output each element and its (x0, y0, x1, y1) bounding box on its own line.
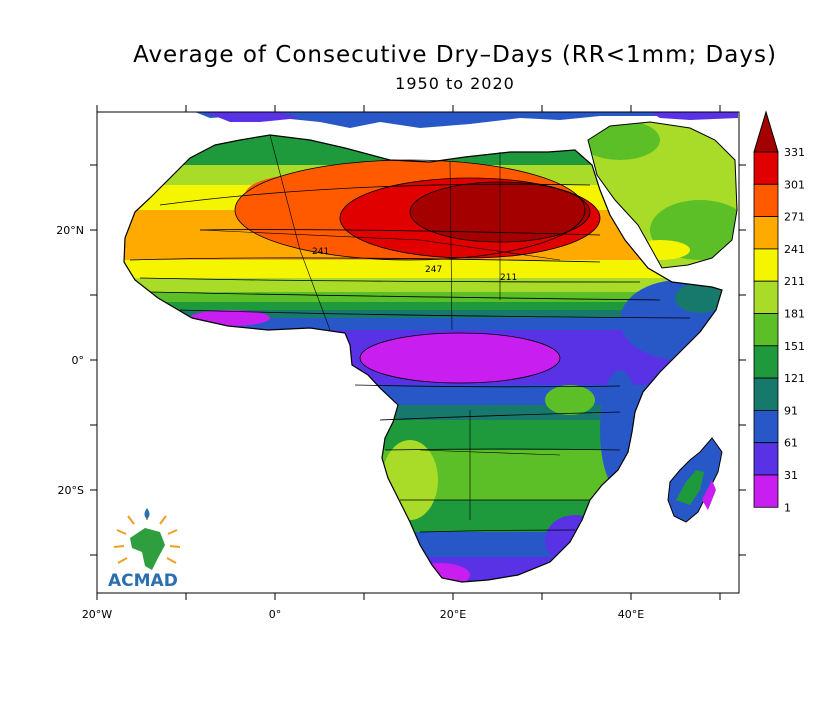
acmad-logo: ACMAD (108, 508, 181, 591)
colorbar-level-label: 181 (784, 308, 805, 321)
map-frame (96, 111, 740, 594)
acmad-logo-text: ACMAD (108, 571, 178, 591)
x-tick-label: 0° (269, 608, 282, 621)
colorbar-swatch (753, 377, 779, 411)
africa-coastline (123, 134, 723, 583)
map-title: Average of Consecutive Dry–Days (RR<1mm;… (133, 42, 777, 68)
colorbar-swatch (753, 151, 779, 185)
colorbar-level-label: 151 (784, 340, 805, 353)
colorbar-swatch (753, 183, 779, 218)
colorbar-swatch (753, 280, 779, 314)
colorbar-labels: 331 301 271 241 211 181 151 121 91 61 31 1 (784, 146, 805, 514)
colorbar-level-label: 1 (784, 501, 791, 514)
southern-europe (195, 112, 720, 128)
colorbar-level-label: 211 (784, 275, 805, 288)
colorbar-level-label: 61 (784, 437, 798, 450)
colorbar-level-label: 31 (784, 469, 798, 482)
colorbar-swatch (753, 474, 779, 508)
map-subtitle: 1950 to 2020 (395, 74, 515, 93)
contour-label: 247 (425, 265, 442, 275)
colorbar-swatch (753, 248, 779, 282)
colorbar-swatch (753, 216, 779, 250)
africa-icon (130, 528, 165, 570)
colorbar (753, 110, 779, 508)
x-tick-label: 20°E (440, 608, 466, 621)
axis-ticks (90, 105, 746, 600)
colorbar-swatch (753, 442, 779, 476)
colorbar-level-label: 331 (784, 146, 805, 159)
y-tick-label: 20°N (56, 224, 84, 237)
colorbar-swatch (753, 345, 779, 379)
x-tick-label: 40°E (618, 608, 644, 621)
arabia-coastline (587, 121, 738, 269)
water-drop-icon (144, 508, 150, 519)
colorbar-level-label: 301 (784, 178, 805, 191)
contour-label: 241 (312, 247, 329, 257)
colorbar-level-label: 241 (784, 243, 805, 256)
colorbar-level-label: 271 (784, 211, 805, 224)
colorbar-level-label: 121 (784, 372, 805, 385)
colorbar-swatch (753, 313, 779, 347)
y-tick-label: 20°S (58, 484, 84, 497)
y-tick-label: 0° (72, 354, 85, 367)
contour-label: 211 (500, 273, 517, 283)
contour-lines (129, 134, 691, 533)
colorbar-swatch (753, 409, 779, 444)
axis-tick-labels: 20°W 0° 20°E 40°E 20°N 0° 20°S (56, 224, 644, 621)
colorbar-overflow-arrow (753, 110, 779, 153)
x-tick-label: 20°W (82, 608, 112, 621)
colorbar-level-label: 91 (784, 404, 798, 417)
